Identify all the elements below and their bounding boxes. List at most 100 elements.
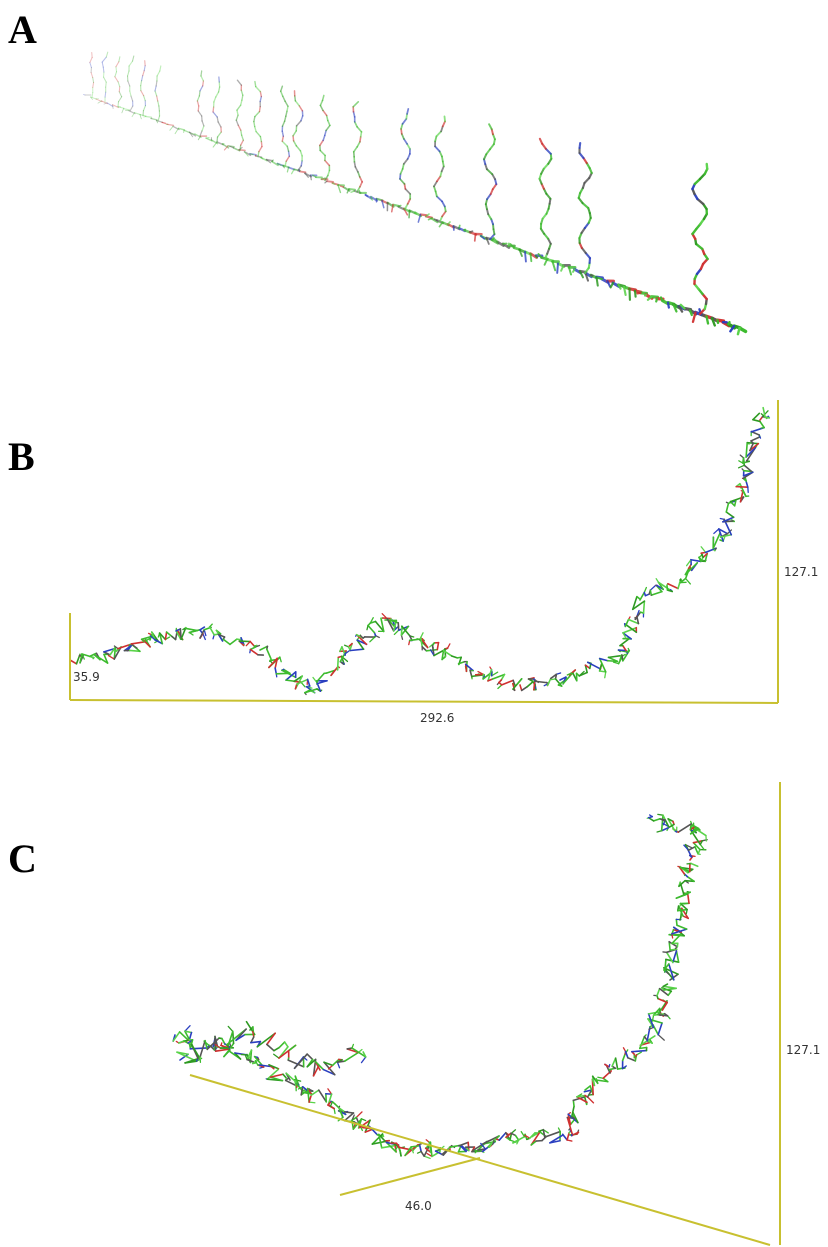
dimension-label: 46.0	[405, 1199, 432, 1213]
bond	[405, 189, 410, 194]
bond	[605, 1064, 609, 1066]
bond	[598, 278, 602, 279]
bond	[632, 1051, 647, 1052]
figure: A B C 35.9 292.6 127.1 46.0 127.1	[0, 0, 828, 1247]
bond	[106, 82, 107, 87]
bond	[237, 110, 238, 115]
bond	[237, 105, 241, 110]
bond	[228, 1026, 233, 1031]
bond	[718, 320, 719, 323]
bond	[691, 864, 697, 867]
bond	[241, 90, 243, 95]
bond	[198, 106, 199, 111]
bond	[739, 465, 745, 468]
bond	[726, 512, 733, 517]
bond	[281, 91, 283, 96]
bond	[426, 650, 437, 651]
bond	[203, 81, 204, 86]
bond	[307, 1054, 312, 1059]
bond	[534, 681, 535, 690]
bond	[424, 1156, 430, 1158]
bond	[236, 115, 238, 120]
bond	[206, 138, 209, 139]
bond	[230, 639, 237, 644]
bond	[668, 584, 678, 589]
bond	[260, 97, 261, 102]
bond	[299, 106, 302, 111]
bond	[714, 529, 719, 533]
bond	[320, 140, 323, 145]
bond	[470, 231, 473, 232]
bond	[131, 642, 145, 644]
bond	[404, 159, 408, 164]
bond	[241, 140, 244, 145]
bond	[338, 657, 339, 670]
bond	[300, 151, 302, 156]
bond	[179, 1041, 184, 1043]
bond	[128, 71, 129, 76]
bond	[317, 673, 324, 680]
bond	[678, 824, 691, 832]
bond	[658, 999, 667, 1003]
bond	[293, 136, 294, 141]
bond	[223, 639, 230, 644]
bond	[746, 443, 747, 457]
bond	[573, 269, 574, 272]
dimension-label: 127.1	[784, 565, 818, 579]
bond	[236, 120, 238, 125]
bond	[662, 815, 663, 831]
bond	[93, 77, 94, 82]
bond	[156, 81, 157, 86]
bond	[499, 1133, 506, 1140]
bond	[289, 151, 290, 156]
panel-label: A	[8, 7, 37, 52]
bond	[129, 61, 132, 66]
bond	[411, 1146, 420, 1147]
bond	[459, 225, 460, 228]
bond	[337, 1061, 344, 1062]
bond	[216, 92, 219, 97]
bond	[309, 1102, 315, 1103]
bond	[360, 177, 362, 182]
bond	[415, 213, 416, 215]
bond	[308, 679, 310, 686]
bond	[400, 179, 404, 184]
bond	[637, 293, 640, 294]
bond	[90, 57, 92, 62]
bond	[216, 1049, 230, 1051]
bond	[493, 1140, 495, 1145]
bond	[340, 186, 343, 187]
bond	[301, 161, 302, 166]
bond	[452, 656, 458, 658]
bond	[686, 578, 691, 583]
bond	[259, 147, 262, 152]
bond	[250, 649, 257, 654]
bond	[258, 152, 259, 157]
bond	[286, 111, 287, 116]
bond	[287, 146, 288, 151]
bond	[105, 92, 106, 97]
bond	[327, 181, 333, 182]
bond	[295, 101, 299, 106]
bond	[217, 117, 218, 122]
bond	[351, 649, 364, 650]
bond	[119, 57, 120, 62]
bond	[287, 167, 288, 171]
bond	[650, 585, 656, 590]
bond	[436, 131, 441, 136]
bond	[588, 1097, 594, 1103]
bond	[567, 1133, 569, 1140]
bond	[547, 678, 550, 685]
bond	[144, 66, 145, 71]
dimension-box-c	[190, 782, 780, 1245]
bond	[141, 91, 144, 96]
bond	[250, 642, 254, 647]
bond	[434, 219, 437, 220]
bond	[274, 1048, 279, 1051]
bond	[240, 145, 241, 150]
bond	[546, 149, 551, 154]
bond	[407, 109, 408, 114]
bond	[320, 105, 323, 110]
dimension-label: 127.1	[786, 1043, 820, 1057]
bond	[531, 254, 532, 262]
